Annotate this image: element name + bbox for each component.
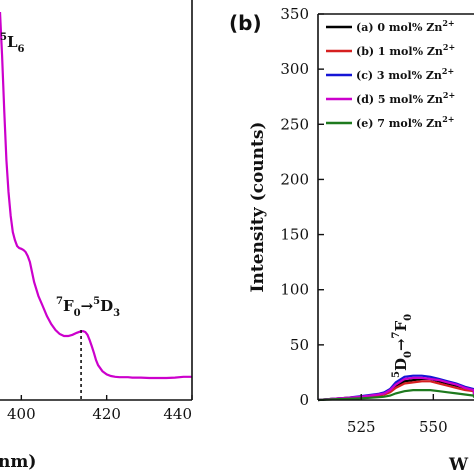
legend-label: (a) 0 mol% Zn2+ — [356, 18, 455, 34]
panel-b-series-line-3 — [317, 376, 474, 402]
panel-b-y-tick-label: 100 — [280, 281, 309, 299]
panel-b-plot-area — [317, 374, 474, 402]
ann-a-arrow: → — [81, 297, 94, 315]
panel-b-y-tick-label: 300 — [280, 60, 309, 78]
ann-b-p2-presup: 7 — [391, 331, 402, 338]
panel-b-y-tick-label: 150 — [280, 226, 309, 244]
panel-b-x-tick-label: 550 — [419, 418, 448, 436]
panel-a: 400 420 440 5L6 7F0→5D3 nm) — [0, 0, 193, 472]
ann-5l6-base: L — [7, 33, 18, 51]
ann-b-p0-base: D — [392, 358, 410, 371]
panel-a-annotation-5l6: 5L6 — [0, 32, 25, 55]
panel-a-x-tick-label: 420 — [92, 405, 121, 423]
panel-b-y-tick-label: 50 — [290, 336, 309, 354]
ann-b-p2-sub: 0 — [403, 314, 414, 321]
panel-b-legend: (a) 0 mol% Zn2+ (b) 1 mol% Zn2+ (c) 3 mol%… — [326, 18, 455, 130]
panel-a-x-ticks: 400 420 440 — [7, 395, 193, 423]
panel-b-y-ticks: 0 50 100 150 200 250 300 350 — [280, 5, 324, 409]
panel-a-annotation-7f0-5d3: 7F0→5D3 — [56, 296, 120, 319]
panel-a-x-axis-label: nm) — [0, 452, 36, 472]
panel-a-x-tick-label: 400 — [7, 405, 36, 423]
panel-b-series-line-4 — [317, 389, 474, 402]
legend-label: (d) 5 mol% Zn2+ — [356, 90, 455, 106]
panel-b-label: (b) — [229, 11, 262, 35]
panel-a-x-tick-label: 440 — [163, 405, 192, 423]
panel-a-plot-area — [0, 11, 192, 380]
panel-b-y-tick-label: 200 — [280, 170, 309, 188]
legend-label: (b) 1 mol% Zn2+ — [356, 42, 455, 58]
ann-b-arrow: → — [392, 338, 410, 351]
panel-b-x-tick-label: 525 — [347, 418, 376, 436]
panel-a-series-line-0 — [0, 11, 192, 380]
ann-a-p2-base: D — [100, 297, 113, 315]
ann-b-p0-presup: 5 — [391, 371, 402, 378]
ann-5l6-sub: 6 — [18, 44, 25, 55]
ann-5l6-presup: 5 — [0, 32, 7, 43]
legend-label: (c) 3 mol% Zn2+ — [356, 66, 454, 82]
ann-a-p0-base: F — [63, 297, 74, 315]
ann-a-p0-presup: 7 — [56, 296, 63, 307]
panel-b-y-tick-label: 350 — [280, 5, 309, 23]
panel-b-x-axis-label: W — [448, 455, 469, 474]
ann-b-p2-base: F — [392, 321, 410, 332]
ann-a-p2-presup: 5 — [93, 296, 100, 307]
panel-b-annotation-5d0-7f0: 5D0→7F0 — [391, 314, 414, 378]
ann-a-p0-sub: 0 — [74, 308, 81, 319]
ann-a-p2-sub: 3 — [113, 308, 120, 319]
panel-b-y-axis-label: Intensity (counts) — [248, 122, 268, 293]
panel-b-y-tick-label: 0 — [299, 391, 309, 409]
legend-label: (e) 7 mol% Zn2+ — [356, 114, 454, 130]
panel-b-x-ticks: 525 550 — [347, 394, 448, 436]
panel-b-y-tick-label: 250 — [280, 115, 309, 133]
ann-b-p0-sub: 0 — [403, 351, 414, 358]
